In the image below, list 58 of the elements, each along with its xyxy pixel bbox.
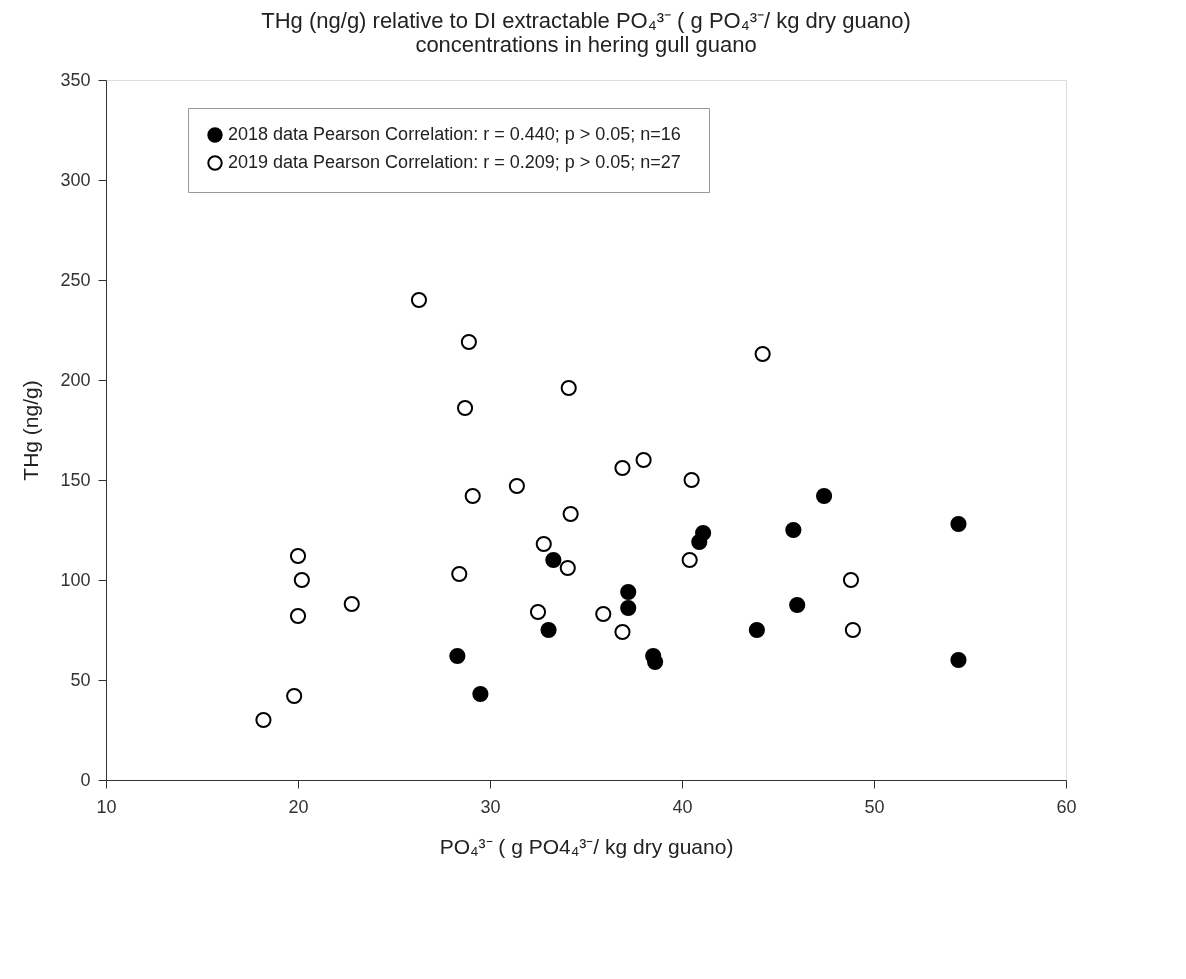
x-tick-label: 60 — [1056, 796, 1077, 817]
point — [559, 559, 576, 577]
point — [286, 687, 303, 705]
point — [289, 547, 307, 565]
point — [614, 623, 631, 641]
point — [620, 583, 637, 601]
x-tick-label: 20 — [288, 796, 309, 817]
point — [620, 599, 637, 617]
y-tick-label: 200 — [60, 369, 91, 390]
y-tick-label: 150 — [60, 469, 91, 490]
y-axis-title: THg (ng/g) — [19, 380, 43, 481]
point — [683, 471, 700, 489]
point — [842, 571, 860, 589]
point — [595, 605, 612, 623]
point — [255, 711, 272, 729]
point — [816, 487, 833, 505]
point — [545, 551, 562, 569]
y-tick-label: 0 — [80, 769, 91, 790]
point — [695, 524, 712, 542]
point — [614, 459, 631, 477]
x-tick-label: 50 — [864, 796, 885, 817]
point — [293, 571, 310, 589]
point — [950, 515, 967, 533]
point — [289, 607, 307, 625]
x-tick-label: 10 — [96, 796, 117, 817]
point — [635, 451, 652, 469]
point — [456, 399, 474, 417]
point — [529, 603, 547, 621]
point — [560, 379, 577, 397]
point — [540, 621, 557, 639]
point — [343, 595, 360, 613]
y-tick-label: 350 — [60, 69, 91, 90]
point — [460, 333, 477, 351]
point — [464, 487, 481, 505]
chart-title: THg (ng/g) relative to DI extractable PO₄³⁻ ( g PO₄³⁻/ kg dry guano) concentrations in hering gull guano — [261, 8, 911, 57]
x-axis-title: PO₄³⁻ ( g PO4₄³⁻/ kg dry guano) — [439, 834, 734, 858]
legend-label: 2019 data Pearson Correlation: r = 0.209; p > 0.05; n=27 — [228, 152, 681, 172]
x-tick-label: 40 — [672, 796, 693, 817]
point — [535, 535, 552, 553]
point — [472, 685, 489, 703]
point — [789, 596, 806, 614]
point — [748, 621, 765, 639]
point — [410, 291, 428, 309]
point — [754, 345, 771, 363]
point — [508, 477, 525, 495]
point — [844, 621, 861, 639]
point — [681, 551, 698, 569]
x-tick-label: 30 — [480, 796, 501, 817]
point — [785, 521, 802, 539]
point — [449, 647, 466, 665]
legend-label: 2018 data Pearson Correlation: r = 0.440; p > 0.05; n=16 — [228, 124, 681, 144]
point — [562, 505, 579, 523]
y-tick-label: 250 — [60, 269, 91, 290]
y-tick-label: 100 — [60, 569, 91, 590]
point — [451, 565, 468, 583]
point — [950, 651, 967, 669]
y-tick-label: 300 — [60, 169, 91, 190]
y-tick-label: 50 — [70, 669, 91, 690]
